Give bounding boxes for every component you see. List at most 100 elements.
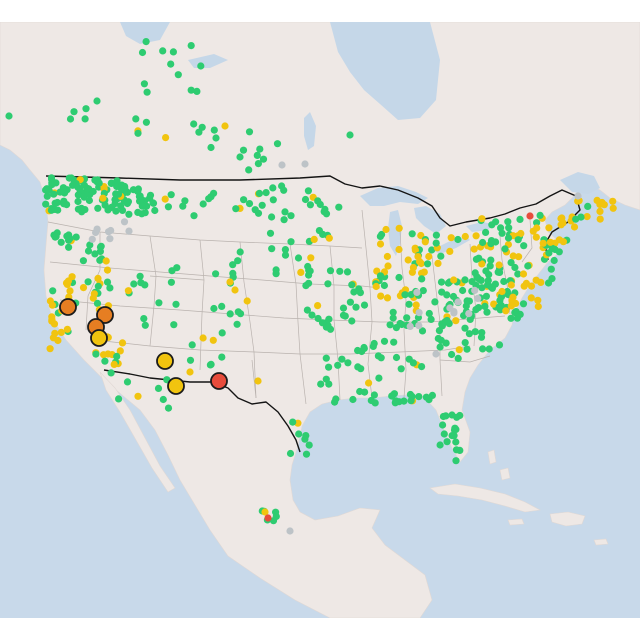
- station-dot-moderate[interactable]: [54, 336, 62, 345]
- station-dot-good[interactable]: [500, 277, 508, 286]
- station-dot-good[interactable]: [42, 200, 50, 208]
- station-dot-good[interactable]: [43, 192, 51, 200]
- station-dot-good[interactable]: [212, 270, 220, 278]
- station-dot-good[interactable]: [155, 299, 163, 307]
- station-dot-good[interactable]: [504, 234, 513, 242]
- station-dot-good[interactable]: [54, 206, 62, 214]
- station-dot-good[interactable]: [314, 314, 322, 323]
- station-dot-good[interactable]: [452, 457, 460, 465]
- station-dot-good[interactable]: [79, 257, 87, 265]
- station-dot-good[interactable]: [479, 238, 487, 247]
- station-dot-moderate[interactable]: [404, 256, 412, 264]
- station-dot-good[interactable]: [487, 256, 495, 264]
- station-marker-usg[interactable]: [59, 298, 77, 316]
- station-dot-moderate[interactable]: [507, 281, 515, 289]
- station-dot-good[interactable]: [308, 311, 316, 319]
- station-dot-good[interactable]: [266, 229, 275, 237]
- station-dot-moderate[interactable]: [570, 223, 579, 231]
- station-dot-good[interactable]: [96, 256, 104, 264]
- station-dot-no-data[interactable]: [574, 192, 582, 200]
- station-dot-moderate[interactable]: [532, 276, 540, 284]
- station-dot-no-data[interactable]: [432, 350, 440, 358]
- station-dot-good[interactable]: [256, 145, 264, 153]
- station-dot-good[interactable]: [210, 304, 218, 313]
- station-dot-good[interactable]: [427, 315, 435, 323]
- station-dot-moderate[interactable]: [558, 214, 566, 222]
- station-dot-good[interactable]: [437, 278, 446, 286]
- station-dot-moderate[interactable]: [124, 287, 132, 295]
- station-dot-good[interactable]: [483, 308, 491, 316]
- station-dot-good[interactable]: [113, 352, 121, 360]
- station-dot-good[interactable]: [193, 87, 201, 95]
- station-dot-moderate[interactable]: [583, 213, 591, 221]
- station-dot-good[interactable]: [49, 287, 57, 295]
- station-dot-no-data[interactable]: [450, 309, 458, 317]
- station-dot-no-data[interactable]: [301, 160, 309, 168]
- station-dot-good[interactable]: [199, 200, 207, 208]
- station-dot-good[interactable]: [332, 395, 340, 403]
- station-dot-good[interactable]: [326, 267, 335, 275]
- station-dot-good[interactable]: [197, 62, 205, 70]
- station-dot-good[interactable]: [66, 234, 74, 242]
- station-dot-good[interactable]: [305, 441, 313, 449]
- station-dot-good[interactable]: [51, 199, 59, 207]
- station-dot-good[interactable]: [519, 300, 528, 308]
- station-dot-good[interactable]: [401, 291, 409, 299]
- station-dot-moderate[interactable]: [221, 122, 229, 130]
- station-dot-good[interactable]: [72, 233, 80, 241]
- station-dot-good[interactable]: [93, 299, 102, 307]
- station-dot-good[interactable]: [303, 306, 311, 314]
- station-dot-moderate[interactable]: [79, 284, 88, 292]
- station-dot-good[interactable]: [101, 201, 109, 209]
- station-dot-good[interactable]: [239, 146, 248, 154]
- station-dot-good[interactable]: [440, 430, 448, 438]
- station-dot-moderate[interactable]: [161, 195, 169, 203]
- station-dot-moderate[interactable]: [314, 302, 322, 310]
- station-dot-good[interactable]: [375, 374, 383, 382]
- station-dot-moderate[interactable]: [395, 224, 403, 232]
- station-dot-moderate[interactable]: [546, 238, 555, 246]
- station-dot-moderate[interactable]: [100, 351, 108, 359]
- station-dot-good[interactable]: [348, 281, 356, 289]
- station-dot-good[interactable]: [254, 160, 262, 168]
- station-dot-good[interactable]: [550, 256, 558, 265]
- station-dot-good[interactable]: [69, 181, 77, 189]
- station-dot-good[interactable]: [374, 352, 382, 360]
- station-dot-good[interactable]: [316, 200, 324, 209]
- station-dot-good[interactable]: [295, 430, 303, 438]
- station-dot-good[interactable]: [190, 120, 198, 128]
- station-dot-good[interactable]: [207, 143, 215, 152]
- station-dot-moderate[interactable]: [478, 260, 486, 268]
- station-dot-good[interactable]: [356, 387, 364, 396]
- station-dot-good[interactable]: [94, 204, 102, 212]
- station-dot-good[interactable]: [507, 314, 515, 322]
- station-dot-good[interactable]: [101, 357, 109, 365]
- station-dot-good[interactable]: [272, 512, 280, 521]
- station-dot-good[interactable]: [477, 333, 486, 341]
- station-marker-moderate[interactable]: [167, 377, 185, 395]
- station-dot-good[interactable]: [335, 203, 343, 211]
- station-dot-good[interactable]: [428, 246, 436, 254]
- station-dot-good[interactable]: [281, 251, 290, 259]
- station-dot-good[interactable]: [233, 320, 241, 328]
- station-dot-good[interactable]: [226, 310, 234, 318]
- station-dot-no-data[interactable]: [415, 322, 423, 330]
- station-dot-no-data[interactable]: [125, 227, 133, 235]
- station-dot-good[interactable]: [236, 153, 244, 161]
- station-dot-good[interactable]: [107, 369, 115, 377]
- station-dot-good[interactable]: [95, 179, 103, 187]
- station-dot-moderate[interactable]: [384, 262, 392, 270]
- station-dot-no-data[interactable]: [93, 225, 101, 233]
- station-dot-good[interactable]: [218, 353, 226, 361]
- station-dot-good[interactable]: [388, 392, 396, 400]
- station-dot-good[interactable]: [86, 241, 94, 249]
- station-dot-good[interactable]: [294, 254, 303, 262]
- station-dot-moderate[interactable]: [472, 232, 480, 240]
- station-dot-good[interactable]: [450, 426, 459, 434]
- station-dot-good[interactable]: [57, 238, 65, 246]
- station-dot-good[interactable]: [67, 174, 75, 182]
- station-dot-good[interactable]: [136, 192, 144, 200]
- station-dot-good[interactable]: [187, 86, 195, 94]
- station-dot-good[interactable]: [142, 38, 150, 46]
- station-dot-moderate[interactable]: [446, 247, 454, 255]
